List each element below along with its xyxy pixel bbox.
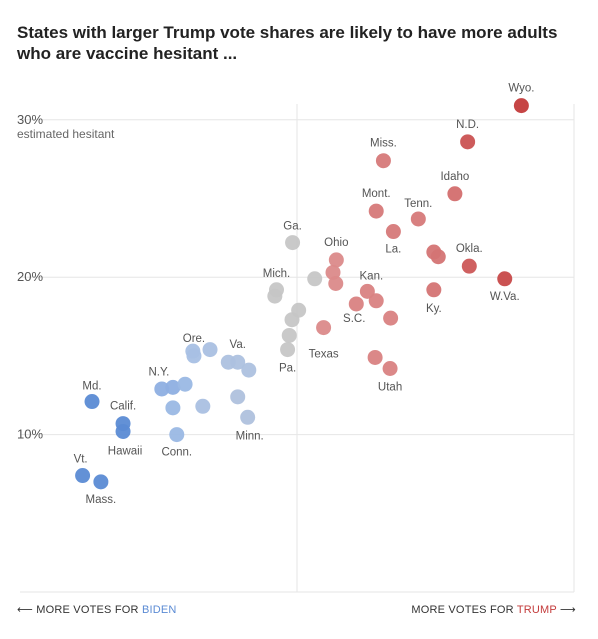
- data-point: [84, 394, 100, 410]
- data-point: [115, 423, 131, 439]
- point-label: Vt.: [74, 454, 88, 466]
- point-label: Pa.: [279, 363, 296, 375]
- data-point: [177, 376, 193, 392]
- point-label: Ky.: [426, 303, 442, 315]
- point-label: Minn.: [236, 430, 264, 442]
- point-label: Ohio: [324, 237, 348, 249]
- data-point: [426, 282, 442, 298]
- y-tick-label: 10%: [17, 427, 43, 442]
- point-label: N.Y.: [148, 366, 169, 378]
- data-points: [75, 98, 529, 490]
- point-label: N.D.: [456, 119, 479, 131]
- point-label: Tenn.: [404, 198, 432, 210]
- data-point: [359, 283, 375, 299]
- point-labels: Md. Calif. Hawaii Vt. Mass. N.Y. Conn. Ore. Va. M…: [74, 83, 535, 506]
- point-label: Mont.: [362, 188, 391, 200]
- data-point: [497, 271, 513, 287]
- data-point: [154, 381, 170, 397]
- footer-biden: ⟵ MORE VOTES FOR BIDEN: [17, 603, 177, 616]
- data-point: [382, 360, 398, 376]
- point-label: Ore.: [183, 333, 205, 345]
- y-axis-unit-label: estimated hesitant: [17, 127, 115, 141]
- data-point: [460, 134, 476, 150]
- data-point: [385, 224, 401, 240]
- point-label: W.Va.: [490, 291, 520, 303]
- point-label: Ga.: [283, 221, 302, 233]
- footer-right-text: MORE VOTES FOR: [411, 604, 514, 616]
- point-label: Conn.: [161, 447, 192, 459]
- point-label: Md.: [82, 381, 101, 393]
- data-point: [316, 320, 332, 336]
- data-point: [368, 203, 384, 219]
- right-arrow-icon: ⟶: [560, 604, 576, 616]
- data-point: [269, 282, 285, 298]
- y-tick-label: 30%: [17, 112, 43, 127]
- point-label: Calif.: [110, 401, 136, 413]
- data-point: [447, 186, 463, 202]
- data-point: [240, 409, 256, 425]
- data-point: [93, 474, 109, 490]
- point-label: Idaho: [440, 171, 469, 183]
- footer-trump: MORE VOTES FOR TRUMP ⟶: [411, 603, 576, 616]
- footer-biden-label: BIDEN: [141, 604, 177, 616]
- point-label: Hawaii: [108, 445, 143, 457]
- data-point: [281, 327, 297, 343]
- data-point: [165, 379, 181, 395]
- footer-trump-label: TRUMP: [516, 604, 557, 616]
- y-tick-label: 20%: [17, 269, 43, 284]
- data-point: [165, 400, 181, 416]
- footer-left-text: MORE VOTES FOR: [36, 604, 139, 616]
- data-point: [307, 271, 323, 287]
- data-point: [328, 275, 344, 291]
- point-label: S.C.: [343, 313, 365, 325]
- point-label: Utah: [378, 381, 402, 393]
- point-label: Kan.: [360, 270, 384, 282]
- data-point: [230, 354, 246, 370]
- data-point: [284, 312, 300, 328]
- data-point: [328, 252, 344, 268]
- chart-title: States with larger Trump vote shares are…: [17, 23, 558, 63]
- left-arrow-icon: ⟵: [17, 604, 33, 616]
- data-point: [230, 389, 246, 405]
- scatter-plot: 10% 20% 30%estimated hesitant Md. Calif. Haw…: [17, 83, 575, 593]
- data-point: [368, 293, 384, 309]
- point-label: Okla.: [456, 243, 483, 255]
- data-point: [75, 468, 91, 484]
- point-label: Mich.: [263, 268, 290, 280]
- point-label: Va.: [230, 339, 246, 351]
- data-point: [367, 349, 383, 365]
- data-point: [285, 235, 301, 251]
- data-point: [348, 296, 364, 312]
- point-label: Wyo.: [508, 83, 534, 95]
- data-point: [169, 427, 185, 443]
- data-point: [383, 310, 399, 326]
- data-point: [513, 98, 529, 114]
- data-point: [195, 398, 211, 414]
- data-point: [241, 362, 257, 378]
- grid-lines: [20, 104, 575, 593]
- point-label: Miss.: [370, 138, 397, 150]
- data-point: [186, 348, 202, 364]
- data-point: [461, 258, 477, 274]
- point-label: Mass.: [86, 494, 117, 506]
- y-axis-ticks: 10% 20% 30%estimated hesitant: [17, 112, 115, 442]
- data-point: [280, 342, 296, 358]
- data-point: [375, 153, 391, 169]
- point-label: La.: [385, 244, 401, 256]
- point-label: Texas: [309, 349, 339, 361]
- data-point: [202, 342, 218, 358]
- data-point: [430, 249, 446, 265]
- data-point: [410, 211, 426, 227]
